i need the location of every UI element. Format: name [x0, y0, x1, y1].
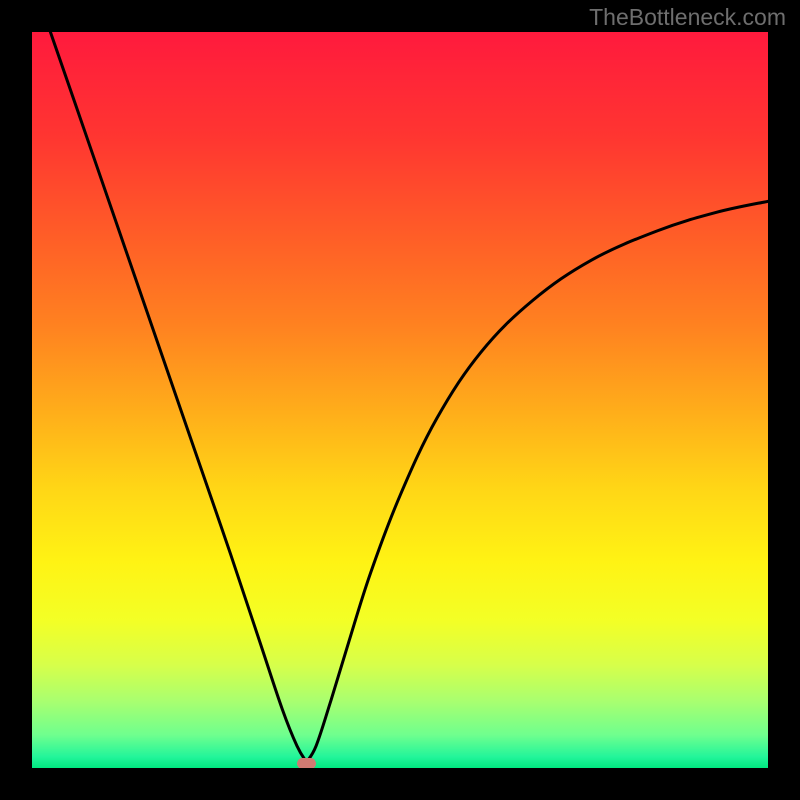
watermark-text: TheBottleneck.com — [589, 4, 786, 31]
sweet-spot-marker — [297, 758, 316, 768]
plot-area — [32, 32, 768, 768]
chart-container: TheBottleneck.com — [0, 0, 800, 800]
bottleneck-curve — [32, 32, 768, 768]
